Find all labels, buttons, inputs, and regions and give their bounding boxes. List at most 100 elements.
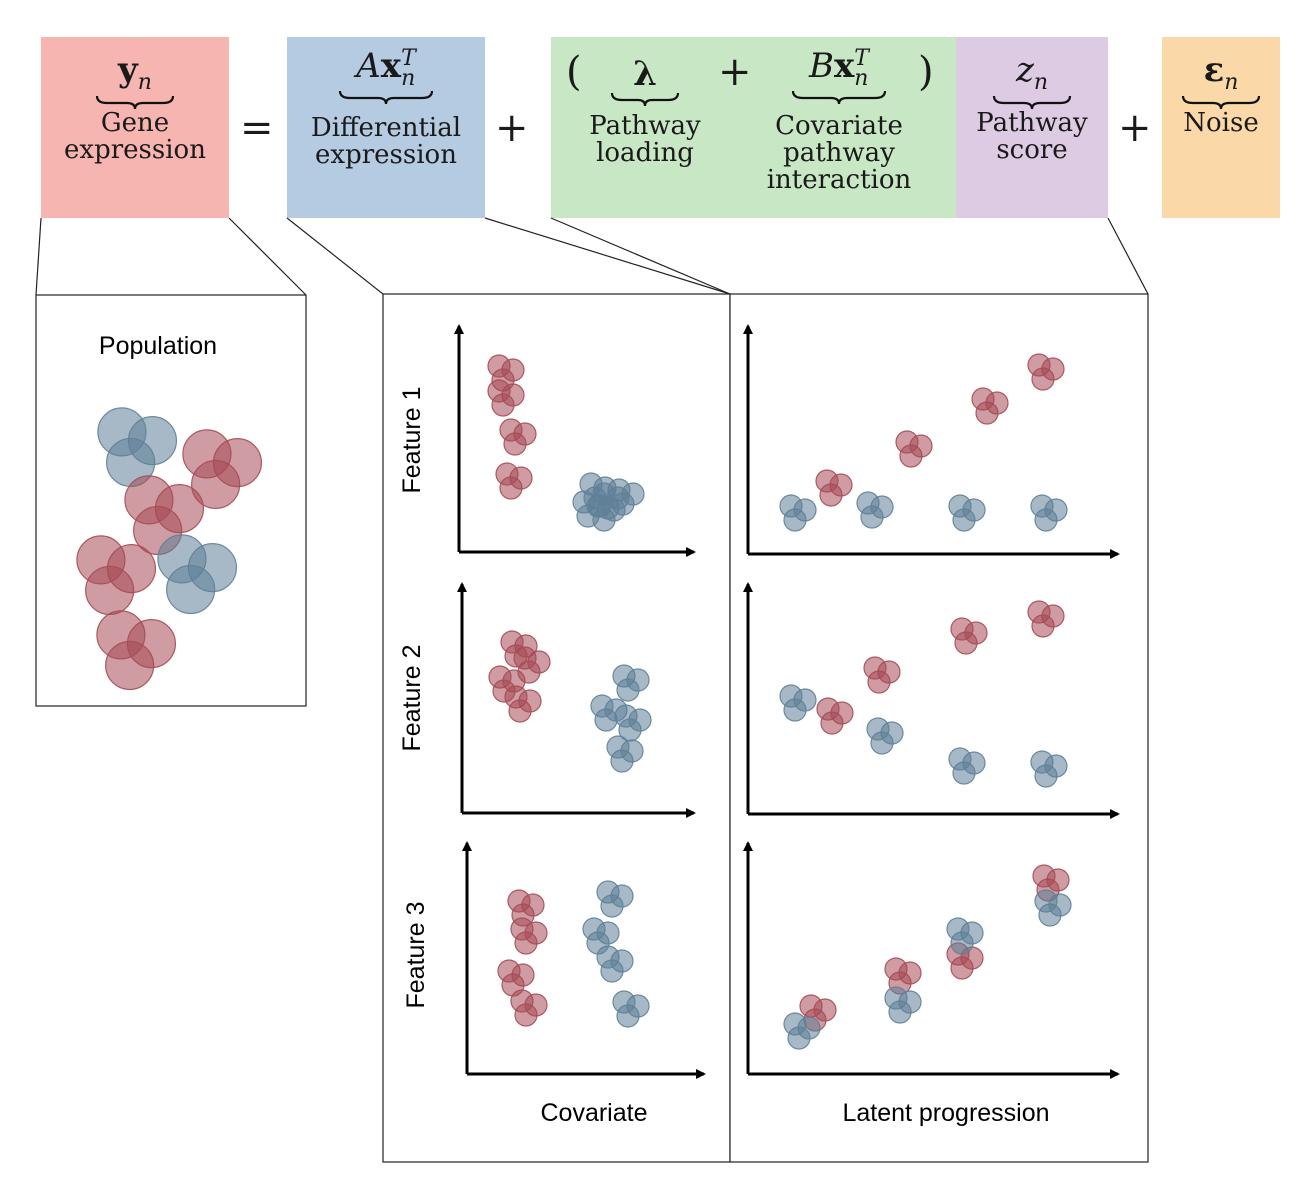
blue-sample-point xyxy=(596,921,620,945)
connector-line xyxy=(484,217,731,295)
red-sample-point xyxy=(488,665,512,689)
red-sample-point xyxy=(1031,367,1055,391)
connector-lines xyxy=(35,217,1149,296)
underbrace-icon xyxy=(992,95,1072,109)
blue-sample-point xyxy=(952,761,976,785)
red-sample-point xyxy=(508,699,532,723)
blue-sample-point xyxy=(576,504,600,528)
red-sample-point xyxy=(1032,864,1056,888)
blue-sample-point xyxy=(779,684,803,708)
blue-sample-point xyxy=(604,698,628,722)
red-sample-point xyxy=(830,701,854,725)
blue-sample-point xyxy=(606,486,630,510)
gene-expression-term: yn Gene expression xyxy=(41,37,229,218)
blue-sample-point xyxy=(950,931,974,955)
red-sample-point xyxy=(877,660,901,684)
blue-sample-point xyxy=(97,407,147,457)
blue-sample-point xyxy=(952,508,976,532)
red-sample-point xyxy=(513,646,537,670)
blue-sample-point xyxy=(579,472,603,496)
red-sample-point xyxy=(191,459,241,510)
covariate-interaction-term: BxT n Covariate pathway interaction xyxy=(755,37,923,194)
blue-sample-point xyxy=(612,664,636,688)
blue-sample-point xyxy=(610,949,634,973)
blue-sample-point xyxy=(590,694,614,718)
red-sample-point xyxy=(501,383,525,407)
scatter-panel-covariate xyxy=(382,293,731,1163)
blue-sample-point xyxy=(783,508,807,532)
blue-sample-point xyxy=(787,1026,811,1050)
red-sample-point xyxy=(950,956,974,980)
pathway-loading-symbol: λ xyxy=(633,54,657,94)
pathway-interaction-group xyxy=(551,37,956,218)
red-sample-point xyxy=(803,1008,827,1032)
red-sample-point xyxy=(514,1003,538,1027)
covariate-interaction-symbol: BxT n xyxy=(809,46,869,91)
plus-sign: + xyxy=(495,105,529,151)
scatter-panel-latent xyxy=(729,293,1149,1163)
blue-sample-point xyxy=(783,698,807,722)
blue-sample-point xyxy=(596,496,620,520)
blue-sample-point xyxy=(860,505,884,529)
red-sample-point xyxy=(1046,868,1070,892)
blue-sample-point xyxy=(592,508,616,532)
population-panel xyxy=(35,294,307,707)
noise-symbol: εn xyxy=(1203,50,1239,95)
blue-sample-point xyxy=(628,708,652,732)
blue-sample-point xyxy=(1034,889,1058,913)
blue-sample-point xyxy=(157,534,207,584)
axes xyxy=(454,324,1120,1079)
underbrace-icon xyxy=(338,90,434,105)
red-sample-point xyxy=(518,689,542,713)
blue-sample-point xyxy=(856,491,880,515)
red-sample-point xyxy=(521,893,545,917)
blue-sample-point xyxy=(880,721,904,745)
blue-sample-point xyxy=(783,1012,807,1036)
covariate-interaction-label: Covariate pathway interaction xyxy=(766,111,912,195)
underbrace-icon xyxy=(95,95,175,109)
blue-sample-point xyxy=(797,1016,821,1040)
gene-expression-symbol: yn xyxy=(118,50,152,95)
blue-sample-point xyxy=(596,945,620,969)
red-sample-point xyxy=(504,644,528,668)
red-sample-point xyxy=(487,354,511,378)
gene-expression-label: Gene expression xyxy=(64,107,206,165)
blue-sample-point xyxy=(793,498,817,522)
blue-sample-point xyxy=(611,492,635,516)
underbrace-icon xyxy=(610,92,680,107)
pathway-score-symbol: zn xyxy=(1015,50,1049,95)
blue-sample-point xyxy=(592,482,616,506)
blue-sample-point xyxy=(793,688,817,712)
blue-sample-point xyxy=(962,751,986,775)
red-sample-point xyxy=(863,656,887,680)
open-paren: ( xyxy=(566,49,582,95)
red-sample-point xyxy=(106,544,157,594)
blue-sample-point xyxy=(583,486,607,510)
red-sample-point xyxy=(85,565,135,616)
red-sample-point xyxy=(1041,357,1065,381)
red-sample-point xyxy=(899,444,923,468)
blue-sample-point xyxy=(106,437,156,488)
red-sample-point xyxy=(500,630,524,654)
red-sample-point xyxy=(895,430,919,454)
red-sample-point xyxy=(504,685,528,709)
feature-label-3: Feature 3 xyxy=(402,901,430,1008)
blue-sample-point xyxy=(594,708,618,732)
red-sample-point xyxy=(1027,353,1051,377)
plus-sign-inner: + xyxy=(718,49,752,95)
red-sample-point xyxy=(510,989,534,1013)
blue-sample-point xyxy=(626,668,650,692)
blue-sample-point xyxy=(602,498,626,522)
red-sample-point xyxy=(133,505,183,556)
blue-sample-point xyxy=(1034,764,1058,788)
blue-sample-point xyxy=(870,495,894,519)
red-sample-point xyxy=(509,466,533,490)
blue-sample-point xyxy=(610,884,634,908)
connector-line xyxy=(550,217,731,295)
red-sample-point xyxy=(154,484,205,534)
blue-sample-point xyxy=(870,731,894,755)
underbrace-icon xyxy=(1181,95,1261,109)
blue-sample-point xyxy=(948,494,972,518)
red-sample-point xyxy=(813,998,837,1022)
blue-sample-point xyxy=(948,747,972,771)
